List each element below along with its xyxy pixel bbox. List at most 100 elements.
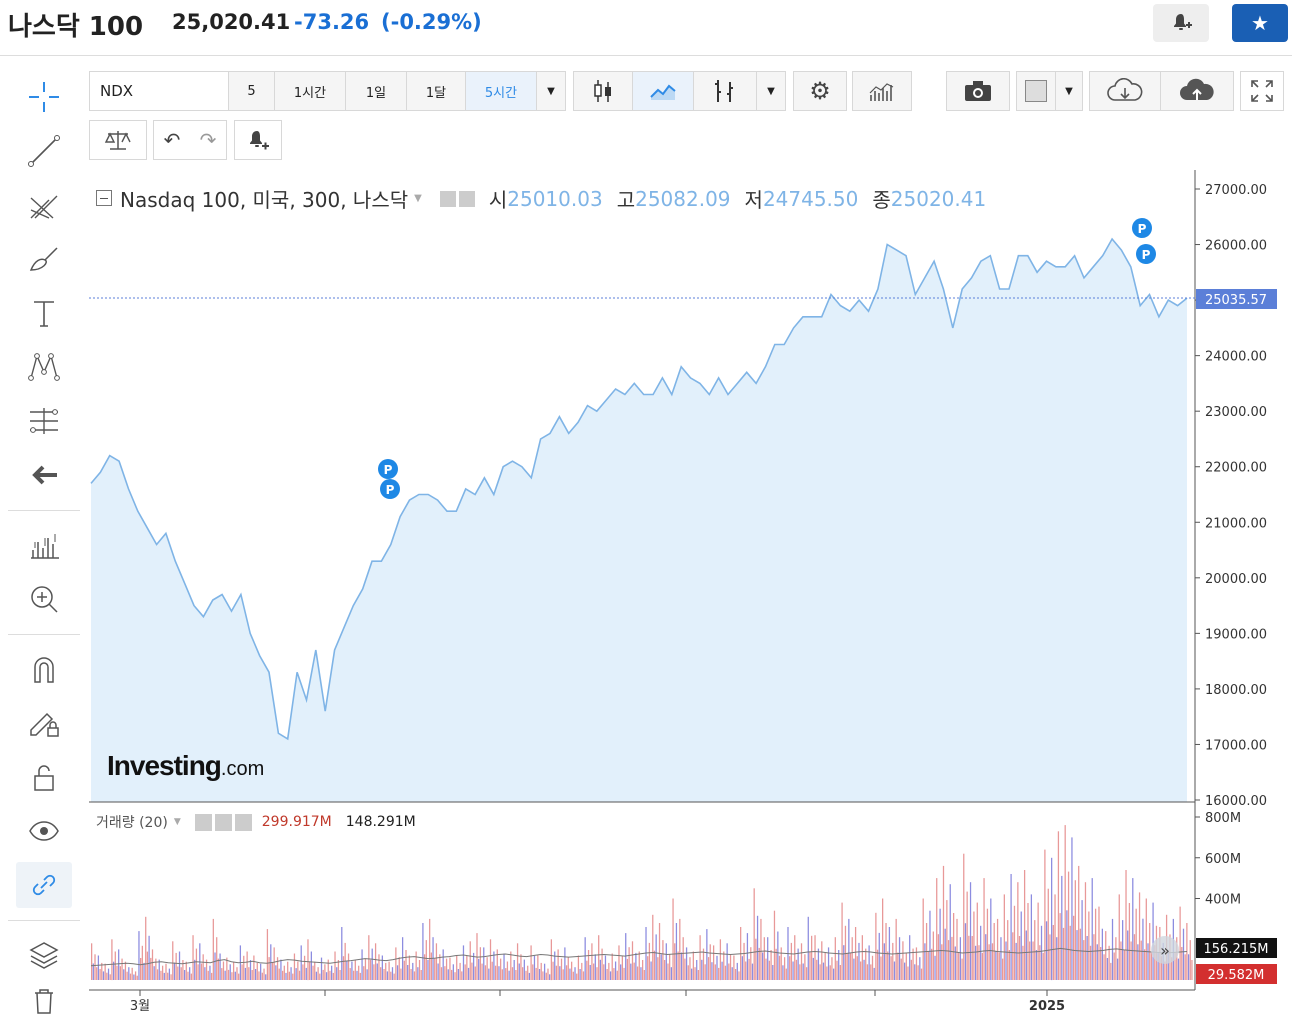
pitchfork-tool[interactable]: [16, 182, 72, 228]
visibility-icon[interactable]: [439, 190, 456, 207]
volume-bar: [819, 964, 821, 980]
event-marker[interactable]: P: [380, 479, 400, 499]
undo-redo-group: ↶ ↷: [153, 120, 227, 160]
volume-bar: [697, 970, 700, 980]
volume-bar: [331, 965, 333, 980]
volume-bar: [511, 967, 514, 980]
fullscreen-button[interactable]: [1240, 71, 1284, 111]
gear-icon: ⚙: [809, 77, 831, 105]
screenshot-button[interactable]: [946, 71, 1010, 111]
color-picker[interactable]: [1016, 71, 1056, 111]
volume-bar: [890, 956, 892, 980]
back-tool[interactable]: [16, 452, 72, 498]
volume-bar: [679, 918, 681, 980]
indicators-button[interactable]: [693, 71, 757, 111]
volume-bar: [275, 965, 277, 980]
measure-tool[interactable]: [16, 522, 72, 568]
interval-label: 5: [247, 83, 256, 99]
interval-1d[interactable]: 1일: [345, 71, 407, 111]
visibility-icon[interactable]: [194, 813, 212, 831]
current-volume-tags: 156.215M 29.582M: [1196, 938, 1277, 984]
interval-1h[interactable]: 1시간: [274, 71, 346, 111]
caret-down-icon[interactable]: ▼: [173, 817, 181, 827]
lock-drawing-tool[interactable]: [16, 700, 72, 746]
event-marker[interactable]: P: [1136, 244, 1156, 264]
scroll-right-button[interactable]: »: [1151, 936, 1179, 964]
price-chart[interactable]: 27000.0026000.0025000.0024000.0023000.00…: [89, 170, 1285, 1013]
volume-bar: [1106, 958, 1109, 980]
pattern-tool[interactable]: [16, 344, 72, 390]
event-marker[interactable]: P: [378, 459, 398, 479]
caret-down-icon[interactable]: ▼: [414, 193, 422, 204]
color-dropdown[interactable]: ▼: [1055, 71, 1083, 111]
volume-bar: [141, 945, 143, 980]
interval-dropdown[interactable]: ▼: [536, 71, 566, 111]
layers-tool[interactable]: [16, 932, 72, 978]
add-alert-button[interactable]: [234, 120, 282, 160]
high-label: 고: [616, 188, 636, 212]
volume-bar: [882, 898, 884, 980]
volume-bar: [434, 958, 436, 980]
volume-bar: [1007, 920, 1009, 980]
brush-tool[interactable]: [16, 236, 72, 282]
volume-bar: [719, 939, 722, 981]
magnet-tool[interactable]: [16, 646, 72, 692]
price-line: [90, 237, 1188, 741]
settings-button[interactable]: ⚙: [793, 71, 847, 111]
chart-style-area[interactable]: [632, 71, 694, 111]
crosshair-tool[interactable]: [16, 74, 72, 120]
volume-bar: [525, 970, 527, 980]
save-layout-button[interactable]: [1160, 71, 1234, 111]
volume-bar: [783, 957, 786, 980]
event-marker[interactable]: P: [1132, 218, 1152, 238]
delete-tool[interactable]: [16, 986, 72, 1014]
interval-5m[interactable]: 5: [228, 71, 275, 111]
volume-bar: [986, 908, 989, 980]
create-alert-button[interactable]: [1153, 4, 1209, 42]
compare-button[interactable]: [89, 120, 147, 160]
volume-bar: [249, 960, 252, 980]
volume-bar: [334, 951, 336, 980]
lock-all-tool[interactable]: [16, 754, 72, 800]
load-layout-button[interactable]: [1089, 71, 1161, 111]
volume-bar: [814, 935, 816, 980]
volume-bar: [1108, 945, 1110, 980]
watchlist-star-button[interactable]: ★: [1232, 4, 1288, 42]
indicators-dropdown[interactable]: ▼: [756, 71, 786, 111]
interval-1mo[interactable]: 1달: [406, 71, 466, 111]
volume-bar: [1005, 941, 1007, 980]
fib-tool[interactable]: [16, 398, 72, 444]
volume-bar: [527, 965, 529, 980]
symbol-input[interactable]: NDX: [89, 71, 229, 111]
settings-icon[interactable]: [458, 190, 475, 207]
settings-icon[interactable]: [214, 813, 232, 831]
volume-bar: [1034, 920, 1036, 980]
trendline-tool[interactable]: [16, 128, 72, 174]
bars-indicator-icon: [715, 80, 733, 102]
visibility-tool[interactable]: [16, 808, 72, 854]
studies-button[interactable]: [852, 71, 912, 111]
volume-bar: [745, 961, 747, 980]
volume-bar: [897, 952, 899, 980]
volume-bar: [564, 947, 566, 980]
chart-style-candles[interactable]: [573, 71, 633, 111]
volume-bar: [952, 913, 955, 980]
volume-bar: [146, 951, 149, 980]
zoom-tool[interactable]: [16, 576, 72, 622]
close-icon[interactable]: [234, 813, 252, 831]
volume-bar: [148, 935, 150, 980]
volume-bar: [924, 943, 926, 980]
open-value: 25010.03: [507, 186, 603, 211]
volume-bar: [224, 970, 226, 980]
volume-bar: [494, 965, 497, 980]
undo-icon[interactable]: ↶: [163, 128, 181, 152]
svg-text:P: P: [384, 463, 393, 477]
volume-bar: [785, 968, 787, 980]
volume-bar: [655, 934, 657, 980]
interval-5h[interactable]: 5시간: [465, 71, 537, 111]
volume-bar: [800, 943, 803, 980]
text-tool[interactable]: [16, 290, 72, 336]
collapse-icon[interactable]: [96, 189, 112, 206]
link-tool[interactable]: [16, 862, 72, 908]
redo-icon[interactable]: ↷: [199, 128, 217, 152]
